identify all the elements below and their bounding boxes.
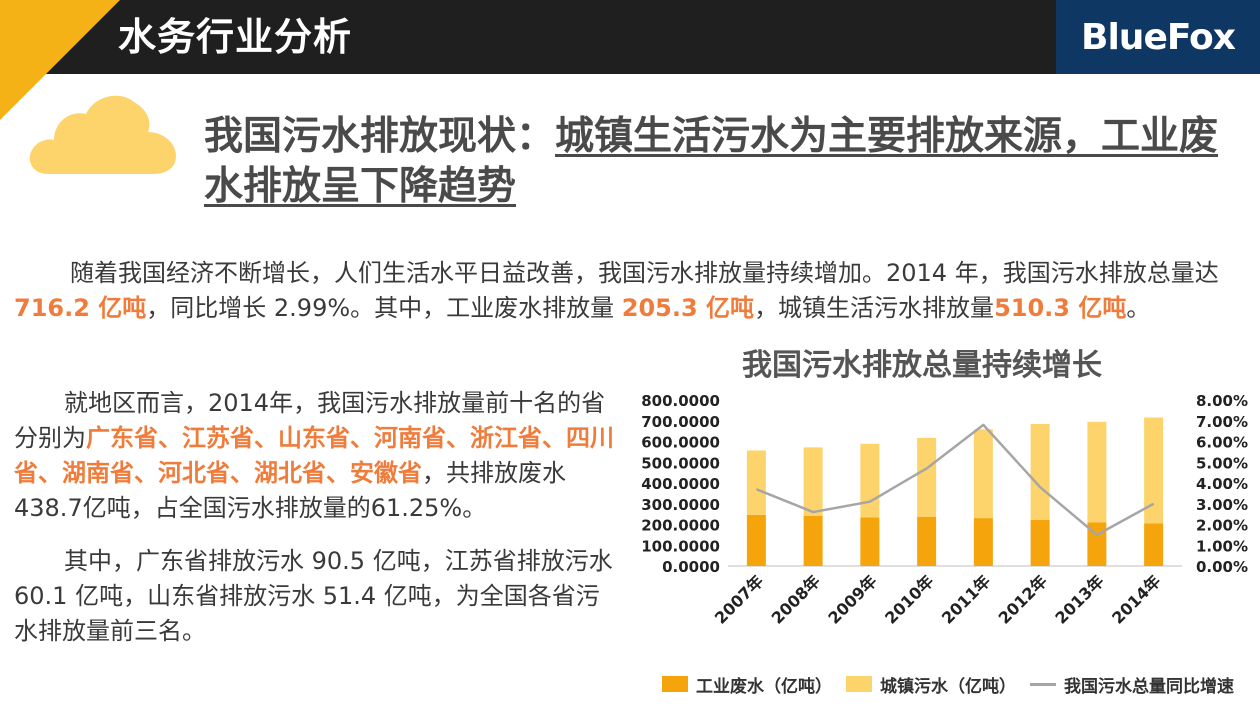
y-left-tick-label: 500.0000 xyxy=(641,454,720,472)
y-left-tick-label: 0.0000 xyxy=(662,558,720,576)
headline-rest: 城镇生活污水为主要排放来源，工业废水排放呈下降趋势 xyxy=(204,114,1219,209)
paragraph-national: 随着我国经济不断增长，人们生活水平日益改善，我国污水排放量持续增加。2014 年… xyxy=(14,256,1244,326)
bar-urban xyxy=(1087,421,1107,523)
bar-urban xyxy=(973,429,993,519)
text: ，共排放废水438.7亿吨，占全国污水排放量的61.25%。 xyxy=(14,459,566,522)
legend-line xyxy=(1030,682,1056,686)
y-right-tick-label: 2.00% xyxy=(1196,517,1248,535)
text: ，城镇生活污水排放量 xyxy=(754,294,995,322)
page-title: 水务行业分析 xyxy=(118,15,353,59)
highlight-urban: 510.3 亿吨 xyxy=(994,294,1127,322)
highlight-provinces: 广东省、江苏省、山东省、河南省、浙江省、四川省、湖南省、河北省、湖北省、安徽省 xyxy=(14,424,614,487)
paragraph-top-three: 其中，广东省排放污水 90.5 亿吨，江苏省排放污水 60.1 亿吨，山东省排放… xyxy=(14,544,614,649)
bar-urban xyxy=(917,437,937,517)
chart-title: 我国污水排放总量持续增长 xyxy=(742,348,1102,383)
x-tick-label: 2009年 xyxy=(824,571,880,627)
bar-urban xyxy=(860,443,880,518)
bar-industrial xyxy=(860,517,880,566)
legend-label: 工业废水（亿吨） xyxy=(696,676,832,697)
legend-item-industrial: 工业废水（亿吨） xyxy=(662,672,832,697)
y-left-tick-label: 400.0000 xyxy=(641,475,720,493)
y-left-tick-label: 200.0000 xyxy=(641,517,720,535)
bar-industrial xyxy=(1144,523,1164,566)
y-left-tick-label: 100.0000 xyxy=(641,537,720,555)
legend-item-growth: 我国污水总量同比增速 xyxy=(1030,672,1234,697)
bar-industrial xyxy=(746,514,766,566)
highlight-total: 716.2 亿吨 xyxy=(14,294,147,322)
text: ，同比增长 2.99%。其中，工业废水排放量 xyxy=(146,294,622,322)
header-bar xyxy=(0,0,1260,74)
cloud-icon xyxy=(29,95,177,174)
bar-urban xyxy=(1144,417,1164,524)
headline: 我国污水排放现状：城镇生活污水为主要排放来源，工业废水排放呈下降趋势 xyxy=(204,112,1234,212)
x-tick-label: 2014年 xyxy=(1108,571,1164,627)
y-left-tick-label: 700.0000 xyxy=(641,413,720,431)
logo-text: BlueFox xyxy=(1081,16,1236,58)
text: 随着我国经济不断增长，人们生活水平日益改善，我国污水排放量持续增加。2014 年… xyxy=(70,259,1219,287)
bar-industrial xyxy=(803,515,823,566)
x-tick-label: 2013年 xyxy=(1051,571,1107,627)
text: 就地区而言，2014年，我国污水排放量前十名的省分别为 xyxy=(14,389,606,452)
y-left-tick-label: 600.0000 xyxy=(641,434,720,452)
highlight-industrial: 205.3 亿吨 xyxy=(621,294,755,322)
legend-swatch xyxy=(662,676,688,692)
y-right-tick-label: 6.00% xyxy=(1196,434,1248,452)
bar-industrial xyxy=(973,518,993,566)
chart-legend: 工业废水（亿吨） 城镇污水（亿吨） 我国污水总量同比增速 xyxy=(662,672,1248,697)
bar-industrial xyxy=(1030,520,1050,566)
bar-urban xyxy=(1030,424,1050,521)
bluefox-logo: BlueFox xyxy=(1056,0,1260,74)
y-right-tick-label: 4.00% xyxy=(1196,475,1248,493)
x-tick-label: 2010年 xyxy=(881,571,937,627)
x-tick-label: 2007年 xyxy=(711,571,767,627)
y-right-tick-label: 3.00% xyxy=(1196,496,1248,514)
x-tick-label: 2011年 xyxy=(938,571,994,627)
paragraph-regional: 就地区而言，2014年，我国污水排放量前十名的省分别为广东省、江苏省、山东省、河… xyxy=(14,386,614,526)
y-right-tick-label: 1.00% xyxy=(1196,537,1248,555)
legend-item-urban: 城镇污水（亿吨） xyxy=(846,672,1016,697)
y-right-tick-label: 7.00% xyxy=(1196,413,1248,431)
bar-industrial xyxy=(917,516,937,566)
sewage-chart: 0.0000 100.0000 200.0000 300.0000 400.0000 50… xyxy=(641,392,1248,628)
y-left-tick-label: 800.0000 xyxy=(641,392,720,410)
text: 其中，广东省排放污水 90.5 亿吨，江苏省排放污水 60.1 亿吨，山东省排放… xyxy=(14,547,613,645)
legend-label: 我国污水总量同比增速 xyxy=(1064,676,1234,697)
legend-swatch xyxy=(846,676,872,692)
y-right-tick-label: 0.00% xyxy=(1196,558,1248,576)
x-tick-label: 2012年 xyxy=(995,571,1051,627)
y-right-tick-label: 5.00% xyxy=(1196,454,1248,472)
x-tick-label: 2008年 xyxy=(768,571,824,627)
legend-label: 城镇污水（亿吨） xyxy=(880,676,1016,697)
y-left-tick-label: 300.0000 xyxy=(641,496,720,514)
y-right-tick-label: 8.00% xyxy=(1196,392,1248,410)
bar-urban xyxy=(746,450,766,515)
growth-line xyxy=(755,423,1155,537)
text: 。 xyxy=(1126,294,1151,322)
bar-urban xyxy=(803,447,823,516)
headline-lead: 我国污水排放现状： xyxy=(204,114,556,159)
